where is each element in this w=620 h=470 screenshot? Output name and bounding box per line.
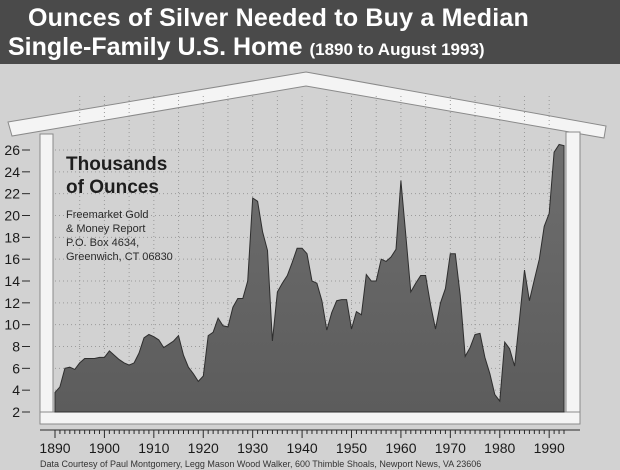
chart-title-period: (1890 to August 1993) bbox=[309, 40, 485, 59]
x-tick-label: 1990 bbox=[534, 440, 565, 456]
x-tick-label: 1970 bbox=[435, 440, 466, 456]
y-tick-label: 2 bbox=[12, 404, 20, 420]
series-area bbox=[54, 143, 565, 413]
chart-title-line1: Ounces of Silver Needed to Buy a Median bbox=[28, 4, 529, 32]
x-tick-label: 1890 bbox=[39, 440, 70, 456]
x-tick-label: 1950 bbox=[336, 440, 367, 456]
y-tick-label: 26 bbox=[4, 142, 20, 158]
house-floor bbox=[39, 411, 581, 425]
y-tick-label: 4 bbox=[12, 382, 20, 398]
y-tick-label: 16 bbox=[4, 251, 20, 267]
x-tick-label: 1900 bbox=[89, 440, 120, 456]
house-outline-roof bbox=[7, 71, 607, 139]
y-tick-label: 22 bbox=[4, 186, 20, 202]
y-tick-label: 24 bbox=[4, 164, 20, 180]
x-tick-label: 1980 bbox=[484, 440, 515, 456]
source-line-2: & Money Report bbox=[66, 223, 145, 235]
x-tick-label: 1920 bbox=[188, 440, 219, 456]
y-tick-label: 20 bbox=[4, 208, 20, 224]
y-tick-label: 14 bbox=[4, 273, 20, 289]
y-tick-label: 8 bbox=[12, 339, 20, 355]
units-label-line1: Thousands bbox=[66, 154, 167, 175]
title-band: Ounces of Silver Needed to Buy a Median … bbox=[0, 0, 620, 64]
x-tick-label: 1930 bbox=[237, 440, 268, 456]
chart-title-line2: Single-Family U.S. Home (1890 to August … bbox=[8, 33, 485, 62]
x-tick-label: 1910 bbox=[138, 440, 169, 456]
house-wall-left bbox=[39, 133, 54, 425]
units-label-line2: of Ounces bbox=[66, 177, 159, 198]
x-axis-ticks: 1890 1900 1910 1920 1930 1940 1950 1960 1970 1980… bbox=[39, 429, 580, 456]
source-line-3: P.O. Box 4634, bbox=[66, 237, 139, 249]
data-area-layer bbox=[54, 143, 565, 413]
data-credit: Data Courtesy of Paul Montgomery, Legg M… bbox=[40, 459, 481, 469]
x-tick-label: 1940 bbox=[287, 440, 318, 456]
y-tick-label: 18 bbox=[4, 229, 20, 245]
source-line-1: Freemarket Gold bbox=[66, 209, 149, 221]
y-tick-label: 12 bbox=[4, 295, 20, 311]
y-tick-label: 6 bbox=[12, 360, 20, 376]
y-tick-label: 10 bbox=[4, 317, 20, 333]
x-tick-label: 1960 bbox=[385, 440, 416, 456]
house-wall-right bbox=[565, 131, 581, 425]
source-line-4: Greenwich, CT 06830 bbox=[66, 251, 173, 263]
chart-title-main: Single-Family U.S. Home bbox=[8, 33, 303, 61]
